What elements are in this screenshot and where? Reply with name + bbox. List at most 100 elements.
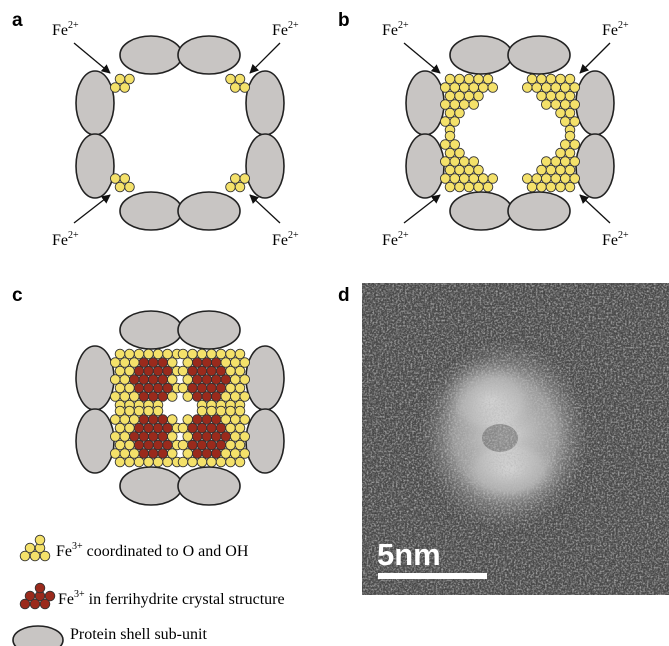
ferrihydrite-atom [128, 374, 140, 385]
ferrihydrite-atom [196, 382, 208, 394]
ferrihydrite-atom [215, 422, 227, 434]
iron-atom [449, 139, 461, 150]
iron-atom [239, 414, 250, 425]
iron-atom [109, 357, 121, 368]
ion-label: Fe2+ [272, 230, 299, 249]
ferrihydrite-atom [187, 382, 198, 394]
protein-subunit [75, 133, 115, 199]
iron-atom [536, 90, 547, 102]
iron-atom [526, 73, 538, 85]
iron-atom [569, 99, 581, 110]
iron-atom [124, 348, 135, 360]
iron-atom [119, 374, 130, 385]
ferrihydrite-atom [191, 357, 203, 368]
iron-atom [166, 357, 178, 368]
ferrihydrite-atom [157, 431, 168, 442]
iron-atom [473, 181, 484, 193]
legend-text: Fe3+ in ferrihydrite crystal structure [58, 589, 285, 608]
iron-atom [522, 82, 533, 93]
iron-atom [487, 82, 499, 93]
iron-atom [225, 181, 236, 193]
iron-atom [234, 422, 246, 434]
iron-atom [239, 391, 250, 402]
iron-atom [569, 156, 581, 167]
ion-charge: 2+ [288, 230, 299, 241]
iron-atom [449, 99, 461, 110]
legend-swatch [29, 598, 41, 610]
ferrihydrite-atom [187, 422, 198, 434]
iron-atom [468, 173, 480, 184]
iron-atom [482, 73, 494, 85]
ferrihydrite-atom [162, 439, 173, 451]
iron-atom [560, 99, 571, 110]
iron-atom [560, 139, 571, 150]
iron-atom [162, 456, 173, 468]
iron-atom [229, 173, 241, 184]
ion-charge: 2+ [618, 230, 629, 241]
arrow [579, 194, 611, 224]
ion-charge: 2+ [398, 20, 409, 31]
iron-atom [569, 82, 581, 93]
ion-base: Fe [272, 232, 288, 249]
iron-atom [152, 456, 164, 468]
ferrihydrite-atom [210, 374, 222, 385]
ferrihydrite-atom [191, 448, 203, 459]
iron-atom [225, 365, 236, 377]
iron-atom [463, 90, 475, 102]
legend-desc: Protein shell sub-unit [70, 626, 207, 643]
iron-atom [182, 431, 193, 442]
iron-atom [440, 173, 451, 184]
ferrihydrite-atom [201, 374, 212, 385]
protein-subunit [575, 133, 615, 199]
panel-label: d [338, 285, 350, 306]
protein-subunit [119, 310, 183, 350]
ion-label: Fe2+ [52, 20, 79, 39]
iron-atom [220, 391, 231, 402]
protein-subunit [119, 35, 183, 75]
ion-base: Fe [52, 22, 68, 39]
iron-atom [440, 116, 451, 127]
iron-atom [560, 82, 571, 93]
iron-atom [229, 374, 241, 385]
iron-atom [550, 156, 562, 167]
ferritin-b [405, 35, 615, 231]
ferrihydrite-atom [220, 431, 231, 442]
protein-subunit [507, 191, 571, 231]
ferrihydrite-atom [143, 365, 154, 377]
iron-atom [187, 348, 198, 360]
iron-atom [220, 448, 231, 459]
iron-atom [215, 405, 227, 417]
ferrihydrite-atom [196, 422, 208, 434]
ion-charge: 2+ [398, 230, 409, 241]
protein-subunit [75, 408, 115, 474]
protein-subunit [405, 70, 445, 136]
ferrihydrite-atom [201, 357, 212, 368]
iron-atom [560, 116, 571, 127]
ferrihydrite-atom [152, 439, 164, 451]
protein-subunit [245, 408, 285, 474]
iron-atom [177, 348, 189, 360]
ferrihydrite-atom [147, 374, 159, 385]
ferrihydrite-atom [147, 414, 159, 425]
iron-atom [569, 116, 581, 127]
ferrihydrite-atom [147, 448, 159, 459]
ferrihydrite-atom [147, 431, 159, 442]
ferrihydrite-atom [133, 365, 145, 377]
iron-atom [119, 431, 130, 442]
arrow [73, 194, 111, 224]
iron-atom [109, 414, 121, 425]
iron-atom [545, 164, 557, 176]
iron-atom [449, 116, 461, 127]
ion-base: Fe [272, 22, 288, 39]
ferrihydrite-atom [138, 357, 149, 368]
iron-atom [536, 73, 547, 85]
legend-text: Fe3+ coordinated to O and OH [56, 541, 249, 560]
ion-base: Fe [56, 543, 72, 560]
iron-atom [487, 173, 499, 184]
iron-atom [234, 348, 246, 360]
ferrihydrite-atom [196, 365, 208, 377]
iron-atom [234, 73, 246, 85]
ferrihydrite-atom [162, 365, 173, 377]
iron-atom [536, 164, 547, 176]
iron-atom [449, 156, 461, 167]
